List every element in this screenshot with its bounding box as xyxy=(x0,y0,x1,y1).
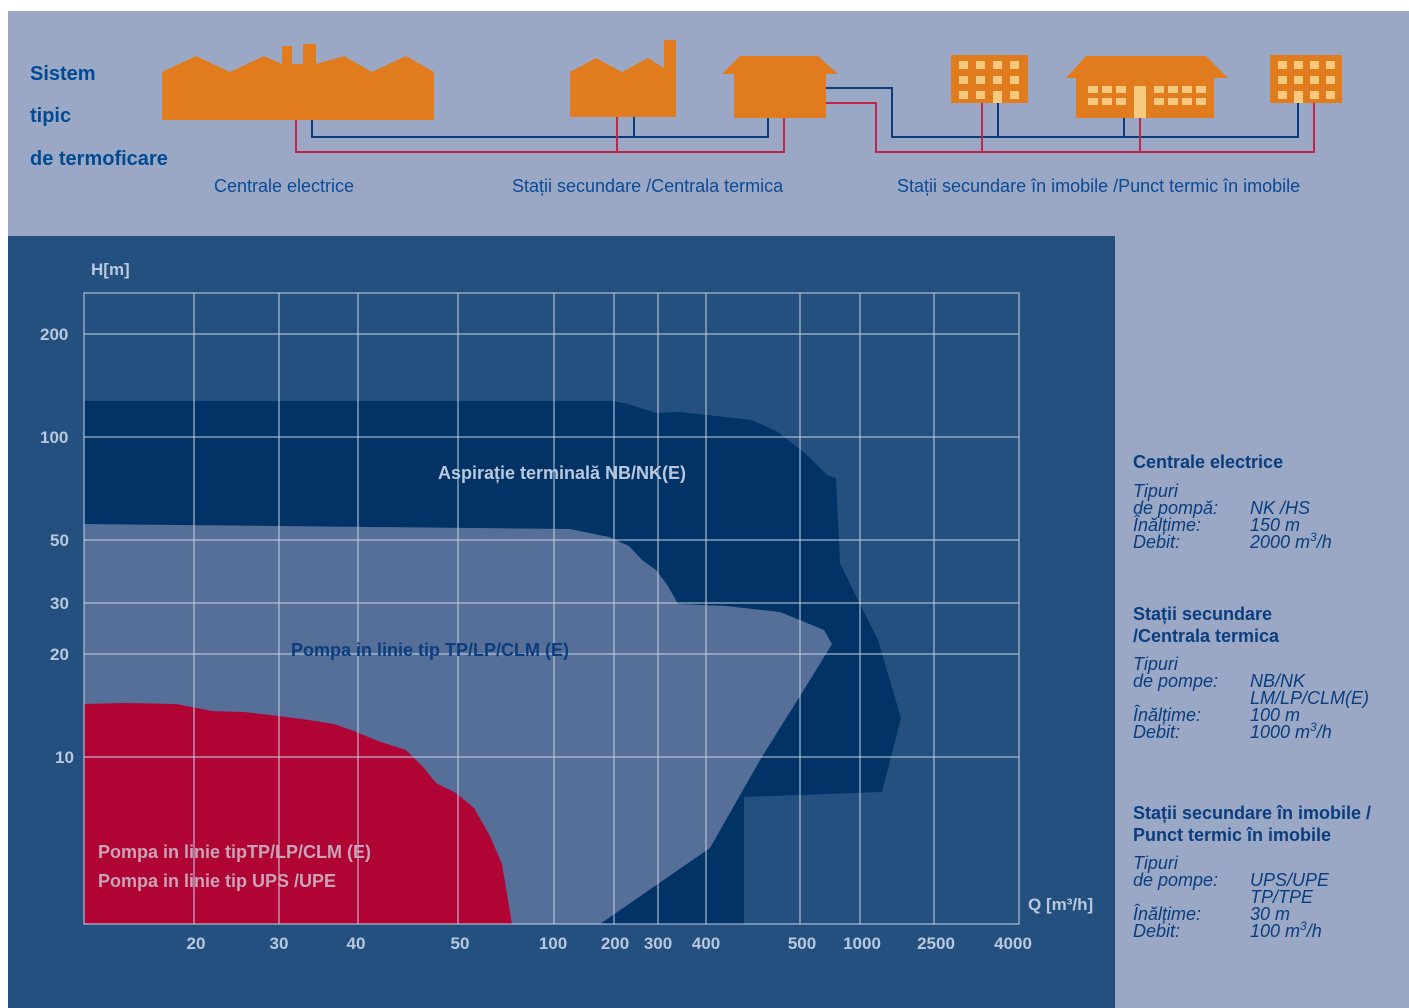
info-types-label: Tipuri xyxy=(1133,654,1178,674)
info-title: Punct termic în imobile xyxy=(1133,825,1332,845)
info-flow-unit: /h xyxy=(1316,722,1332,742)
y-tick-label: 30 xyxy=(50,594,69,613)
info-height-value: 150 m xyxy=(1250,515,1301,535)
thermal-station-building xyxy=(722,56,838,118)
x-axis-label: Q [m³/h] xyxy=(1028,895,1093,914)
system-title-line: de termoficare xyxy=(30,148,168,170)
y-tick-label: 200 xyxy=(40,325,68,344)
pump-range-chart: H[m] Q [m³/h] 200 100 50 30 20 10 20 30 … xyxy=(40,260,1093,953)
info-flow-exponent: 3 xyxy=(1300,919,1307,933)
info-pumps-value: TP/TPE xyxy=(1250,887,1314,907)
info-height-key: Înălțime: xyxy=(1133,705,1202,725)
info-flow-exponent: 3 xyxy=(1310,530,1317,544)
x-tick-label: 20 xyxy=(187,934,206,953)
info-pumps-key: de pompă: xyxy=(1133,498,1219,518)
region-label-tp-lp: Pompa in linie tip TP/LP/CLM (E) xyxy=(291,640,569,660)
stage-label-building-stations: Stații secundare în imobile /Punct termi… xyxy=(897,176,1301,196)
x-tick-label: 200 xyxy=(601,934,629,953)
apartment-building-middle xyxy=(1066,56,1228,118)
info-flow-number: 2000 m xyxy=(1250,532,1311,552)
info-flow-key: Debit: xyxy=(1133,722,1181,742)
info-height-key: Înălțime: xyxy=(1133,515,1202,535)
info-secondary-stations: Stații secundare /Centrala termica Tipur… xyxy=(1133,603,1369,741)
info-pumps-key: de pompe: xyxy=(1133,870,1219,890)
system-diagram xyxy=(162,40,1342,153)
x-tick-label: 100 xyxy=(539,934,567,953)
info-flow-value: 1000 m3/h xyxy=(1250,721,1332,742)
stage-label-power-plants: Centrale electrice xyxy=(214,176,355,196)
supply-pipe xyxy=(295,102,1315,153)
info-types-label: Tipuri xyxy=(1133,481,1178,501)
y-axis-ticks: 200 100 50 30 20 10 xyxy=(40,325,74,767)
y-tick-label: 20 xyxy=(50,645,69,664)
x-tick-label: 40 xyxy=(347,934,366,953)
x-tick-label: 4000 xyxy=(994,934,1032,953)
info-height-key: Înălțime: xyxy=(1133,904,1202,924)
info-pumps-value: UPS/UPE xyxy=(1250,870,1330,890)
info-flow-exponent: 3 xyxy=(1310,720,1317,734)
info-pumps-value: LM/LP/CLM(E) xyxy=(1250,688,1370,708)
y-tick-label: 100 xyxy=(40,428,68,447)
x-tick-label: 50 xyxy=(451,934,470,953)
x-tick-label: 2500 xyxy=(917,934,955,953)
region-label-ups-upe-line2: Pompa in linie tip UPS /UPE xyxy=(98,871,336,891)
x-tick-label: 30 xyxy=(270,934,289,953)
info-power-plants: Centrale electrice Tipuri de pompă: NK /H… xyxy=(1133,451,1332,551)
x-tick-label: 400 xyxy=(692,934,720,953)
return-pipe xyxy=(311,87,1299,138)
stage-label-secondary-stations: Stații secundare /Centrala termica xyxy=(512,176,784,196)
y-tick-label: 50 xyxy=(50,531,69,550)
grid xyxy=(83,292,1020,925)
x-axis-ticks: 20 30 40 50 100 200 300 400 500 1000 250… xyxy=(187,934,1032,953)
info-flow-unit: /h xyxy=(1306,921,1322,941)
info-title: /Centrala termica xyxy=(1133,626,1280,646)
info-flow-key: Debit: xyxy=(1133,532,1181,552)
region-label-nb-nk: Aspirație terminală NB/NK(E) xyxy=(438,463,686,483)
info-title: Stații secundare xyxy=(1133,604,1273,624)
power-plant-building xyxy=(162,44,434,120)
info-flow-unit: /h xyxy=(1316,532,1332,552)
y-axis-label: H[m] xyxy=(91,260,130,279)
apartment-building-right xyxy=(1270,55,1342,103)
x-tick-label: 1000 xyxy=(843,934,881,953)
apartment-building-left xyxy=(951,55,1028,103)
info-pumps-value: NK /HS xyxy=(1250,498,1311,518)
region-ups-upe xyxy=(84,703,512,924)
x-tick-label: 300 xyxy=(644,934,672,953)
x-tick-label: 500 xyxy=(788,934,816,953)
secondary-station-building xyxy=(570,40,676,117)
info-flow-key: Debit: xyxy=(1133,921,1181,941)
info-building-stations: Stații secundare în imobile / Punct term… xyxy=(1133,802,1371,940)
info-flow-value: 100 m3/h xyxy=(1250,920,1322,941)
info-flow-value: 2000 m3/h xyxy=(1250,531,1332,552)
system-title-line: Sistem xyxy=(30,63,96,85)
info-panel xyxy=(1115,236,1409,1008)
info-height-value: 100 m xyxy=(1250,705,1301,725)
info-pumps-value: NB/NK xyxy=(1250,671,1306,691)
info-height-value: 30 m xyxy=(1250,904,1291,924)
region-label-ups-upe-line1: Pompa in linie tipTP/LP/CLM (E) xyxy=(98,842,371,862)
info-title: Stații secundare în imobile / xyxy=(1133,803,1372,823)
info-pumps-key: de pompe: xyxy=(1133,671,1219,691)
info-flow-number: 1000 m xyxy=(1250,722,1311,742)
info-types-label: Tipuri xyxy=(1133,853,1178,873)
info-title: Centrale electrice xyxy=(1133,452,1284,472)
system-band xyxy=(8,11,1409,238)
info-flow-number: 100 m xyxy=(1250,921,1301,941)
y-tick-label: 10 xyxy=(55,748,74,767)
system-title-line: tipic xyxy=(30,105,72,127)
